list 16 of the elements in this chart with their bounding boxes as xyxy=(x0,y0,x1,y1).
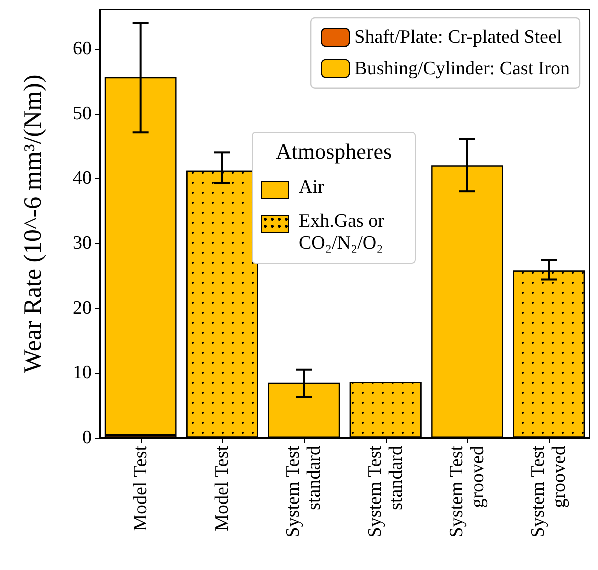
legend-label: Shaft/Plate: Cr-plated Steel xyxy=(354,27,562,48)
y-tick-label: 10 xyxy=(73,362,92,384)
legend-title: Atmospheres xyxy=(274,139,394,165)
legend-label: Bushing/Cylinder: Cast Iron xyxy=(354,58,570,80)
y-tick-label: 0 xyxy=(82,428,92,448)
x-tick-label: System Test standard xyxy=(283,445,326,538)
y-tick-label: 40 xyxy=(73,168,92,190)
y-tick-label: 50 xyxy=(73,103,92,124)
annotation: Air xyxy=(299,176,324,199)
y-tick-label: 20 xyxy=(73,298,92,319)
y-tick-label: 30 xyxy=(73,232,92,254)
y-tick-label: 60 xyxy=(73,38,92,60)
x-tick-label: Model Test xyxy=(212,445,233,532)
y-axis-title: Wear Rate (10^-6 mm³/(Nm)) xyxy=(20,74,47,374)
annotation: Exh.Gas or CO₂/N₂/O₂ xyxy=(299,210,386,255)
x-tick-label: Model Test xyxy=(130,445,152,532)
